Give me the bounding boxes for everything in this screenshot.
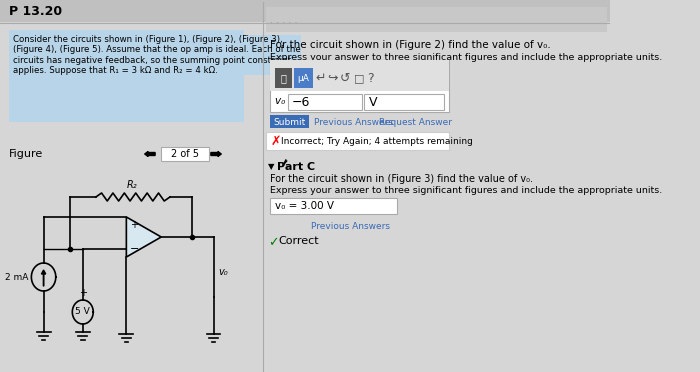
Text: +: + xyxy=(79,288,87,298)
Text: 2 of 5: 2 of 5 xyxy=(171,149,199,159)
FancyArrow shape xyxy=(211,151,221,157)
Text: ▼: ▼ xyxy=(268,162,275,171)
Text: Part C: Part C xyxy=(277,162,315,172)
Text: Correct: Correct xyxy=(279,236,319,246)
Text: ✗: ✗ xyxy=(271,135,281,148)
Text: Previous Answers: Previous Answers xyxy=(311,222,390,231)
Text: 2 mA: 2 mA xyxy=(4,273,28,282)
Bar xyxy=(0,0,610,22)
FancyArrow shape xyxy=(41,270,46,286)
Text: V: V xyxy=(369,96,377,109)
FancyArrow shape xyxy=(145,151,155,157)
Text: Request Answer: Request Answer xyxy=(379,118,452,126)
Bar xyxy=(270,115,309,128)
Text: ↪: ↪ xyxy=(328,71,338,84)
Text: −6: −6 xyxy=(292,96,310,109)
Text: Previous Answers: Previous Answers xyxy=(314,118,393,126)
Bar xyxy=(364,94,444,110)
Bar xyxy=(270,60,449,112)
Text: v₀ = 3.00 V: v₀ = 3.00 V xyxy=(274,201,333,211)
Text: Submit: Submit xyxy=(273,118,305,126)
Bar xyxy=(288,94,362,110)
Text: For the circuit shown in (Figure 2) find the value of v₀.: For the circuit shown in (Figure 2) find… xyxy=(270,40,551,50)
Bar xyxy=(161,147,209,161)
Bar xyxy=(270,198,396,214)
Bar xyxy=(294,68,313,88)
Text: ⬜: ⬜ xyxy=(280,73,286,83)
Text: Figure: Figure xyxy=(8,149,43,159)
Text: . . . . .: . . . . . xyxy=(270,15,298,25)
Text: R₂: R₂ xyxy=(127,180,138,190)
Text: For the circuit shown in (Figure 3) find the value of v₀.: For the circuit shown in (Figure 3) find… xyxy=(270,174,533,184)
Text: v₀: v₀ xyxy=(218,267,228,277)
Text: ✓: ✓ xyxy=(268,236,279,249)
Text: Consider the circuits shown in (Figure 1), (Figure 2), (Figure 3),
(Figure 4), (: Consider the circuits shown in (Figure 1… xyxy=(13,35,301,75)
Text: v₀ =: v₀ = xyxy=(274,96,297,106)
Text: ↵: ↵ xyxy=(316,71,326,84)
Text: Incorrect; Try Again; 4 attempts remaining: Incorrect; Try Again; 4 attempts remaini… xyxy=(281,137,472,145)
Bar xyxy=(270,60,449,91)
Bar xyxy=(266,132,449,150)
Text: Express your answer to three significant figures and include the appropriate uni: Express your answer to three significant… xyxy=(270,186,662,195)
Text: ↺: ↺ xyxy=(340,71,350,84)
Bar xyxy=(8,30,244,122)
Text: □: □ xyxy=(354,73,364,83)
Text: −: − xyxy=(130,244,139,254)
Text: P 13.20: P 13.20 xyxy=(8,4,62,17)
Bar xyxy=(266,7,608,32)
Text: +: + xyxy=(130,220,138,230)
Text: Express your answer to three significant figures and include the appropriate uni: Express your answer to three significant… xyxy=(270,53,662,62)
Text: ?: ? xyxy=(367,71,374,84)
Text: μA: μA xyxy=(298,74,309,83)
Text: 5 V: 5 V xyxy=(76,308,90,317)
Bar xyxy=(274,68,292,88)
Polygon shape xyxy=(127,217,161,257)
